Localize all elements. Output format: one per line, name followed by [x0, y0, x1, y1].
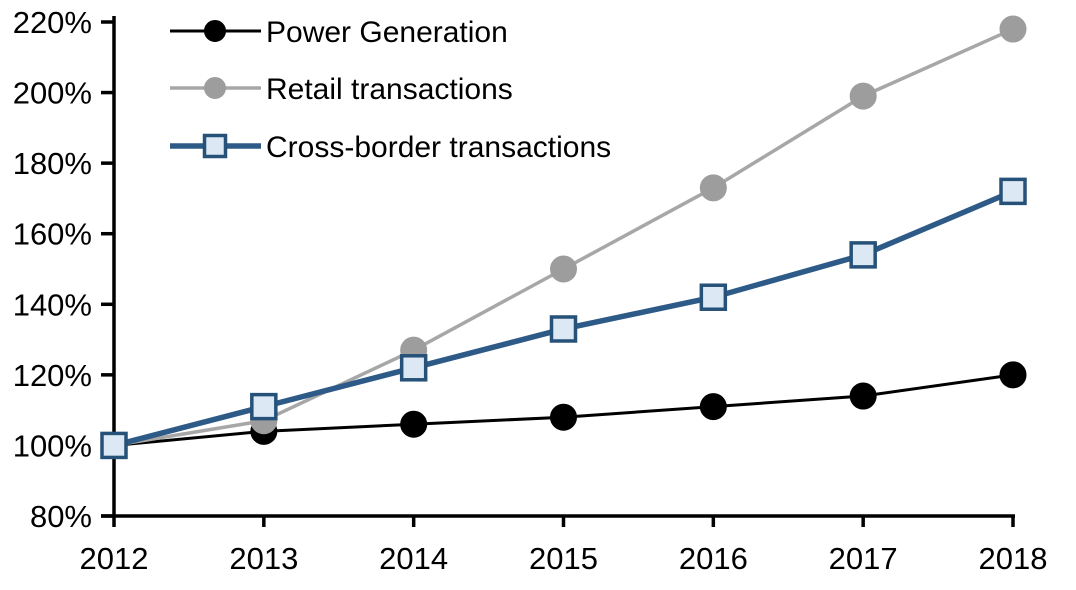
x-axis-tick-label: 2017 — [829, 541, 898, 576]
y-axis-tick-label: 120% — [13, 358, 92, 393]
legend-label-power-generation: Power Generation — [266, 16, 508, 49]
y-axis-tick-label: 180% — [13, 146, 92, 181]
series-marker-cross-border-transactions — [849, 241, 877, 269]
series-marker-retail-transactions — [999, 15, 1027, 43]
series-marker-cross-border-transactions — [999, 177, 1027, 206]
x-axis-tick-label: 2018 — [979, 541, 1048, 576]
series-marker-power-generation — [699, 393, 727, 421]
x-axis-tick-label: 2014 — [379, 541, 448, 576]
y-axis-tick-label: 140% — [13, 287, 92, 322]
series-marker-power-generation — [999, 361, 1027, 389]
x-axis-tick-label: 2015 — [529, 541, 598, 576]
series-marker-cross-border-transactions — [399, 354, 428, 382]
y-axis-tick-label: 220% — [13, 5, 92, 40]
series-marker-power-generation — [550, 403, 577, 431]
legend-label-cross-border-transactions: Cross-border transactions — [266, 131, 611, 164]
legend-marker-retail-transactions — [204, 77, 226, 99]
legend-marker-power-generation — [204, 20, 226, 42]
series-marker-cross-border-transactions — [549, 315, 578, 343]
y-axis-tick-label: 80% — [30, 499, 92, 534]
x-axis-tick-label: 2013 — [229, 541, 298, 576]
series-marker-retail-transactions — [849, 82, 877, 110]
series-marker-cross-border-transactions — [250, 392, 278, 421]
legend-label-retail-transactions: Retail transactions — [266, 73, 513, 106]
series-marker-cross-border-transactions — [699, 283, 728, 311]
series-marker-cross-border-transactions — [100, 431, 128, 460]
y-axis-tick-label: 100% — [13, 428, 92, 463]
x-axis-tick-label: 2016 — [679, 541, 748, 576]
series-marker-power-generation — [849, 382, 877, 410]
series-line-retail-transactions — [113, 27, 1014, 448]
series-marker-retail-transactions — [550, 255, 577, 283]
x-axis-tick-label: 2012 — [80, 541, 149, 576]
y-axis-tick-label: 160% — [13, 217, 92, 252]
legend-marker-cross-border-transactions — [202, 133, 228, 159]
y-axis-tick-label: 200% — [13, 76, 92, 111]
series-marker-power-generation — [400, 410, 428, 438]
series-marker-retail-transactions — [699, 174, 727, 202]
